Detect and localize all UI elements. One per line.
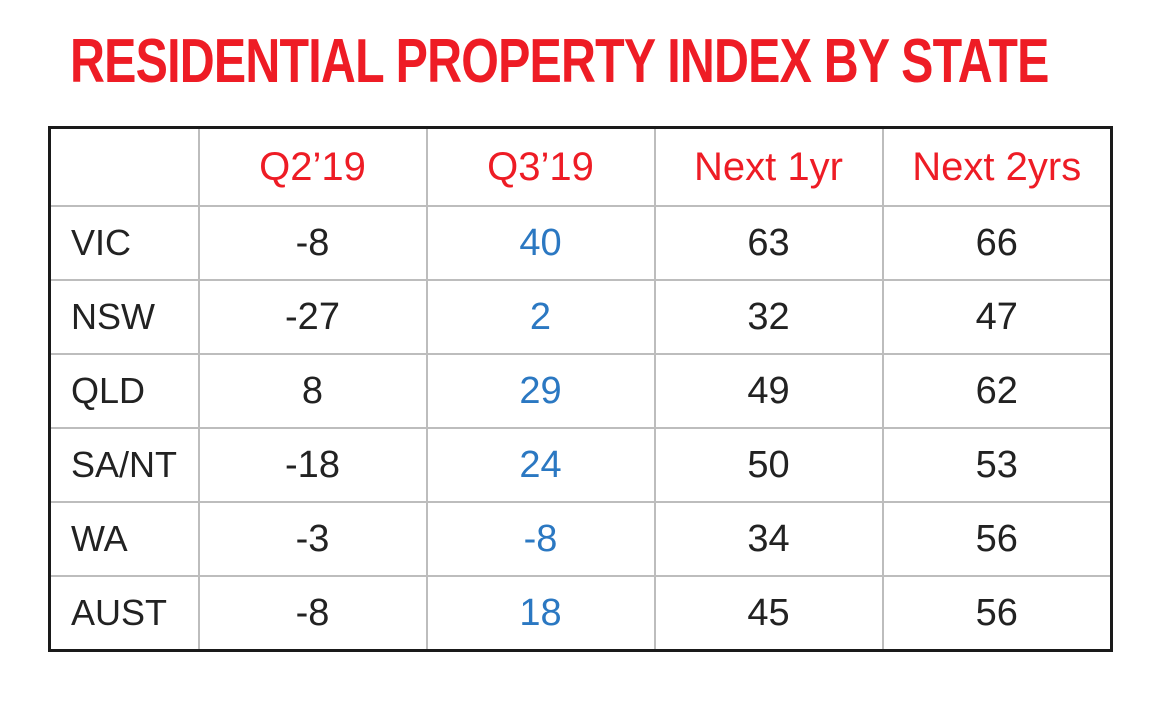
- state-cell: AUST: [48, 575, 200, 652]
- state-cell: NSW: [48, 279, 200, 355]
- next-1yr-cell: 63: [653, 205, 884, 281]
- q3-19-cell: 24: [425, 427, 656, 503]
- table-row: WA -3 -8 34 56: [48, 501, 1113, 577]
- state-cell: VIC: [48, 205, 200, 281]
- q2-19-cell: -8: [197, 575, 428, 652]
- next-2yrs-cell: 56: [881, 575, 1113, 652]
- next-1yr-cell: 50: [653, 427, 884, 503]
- table-row: QLD 8 29 49 62: [48, 353, 1113, 429]
- q3-19-cell: 2: [425, 279, 656, 355]
- q3-19-cell: 29: [425, 353, 656, 429]
- next-2yrs-cell: 53: [881, 427, 1113, 503]
- next-1yr-cell: 32: [653, 279, 884, 355]
- next-1yr-cell: 45: [653, 575, 884, 652]
- header-cell-state: [48, 126, 200, 207]
- table-row: NSW -27 2 32 47: [48, 279, 1113, 355]
- table-row: SA/NT -18 24 50 53: [48, 427, 1113, 503]
- header-cell-q3-19: Q3’19: [425, 126, 656, 207]
- table-row: VIC -8 40 63 66: [48, 205, 1113, 281]
- table-row: AUST -8 18 45 56: [48, 575, 1113, 652]
- state-cell: WA: [48, 501, 200, 577]
- q2-19-cell: -27: [197, 279, 428, 355]
- q2-19-cell: -18: [197, 427, 428, 503]
- q3-19-cell: 18: [425, 575, 656, 652]
- q2-19-cell: -8: [197, 205, 428, 281]
- next-2yrs-cell: 56: [881, 501, 1113, 577]
- next-1yr-cell: 49: [653, 353, 884, 429]
- q2-19-cell: -3: [197, 501, 428, 577]
- next-2yrs-cell: 62: [881, 353, 1113, 429]
- next-2yrs-cell: 66: [881, 205, 1113, 281]
- next-1yr-cell: 34: [653, 501, 884, 577]
- property-index-table: Q2’19 Q3’19 Next 1yr Next 2yrs VIC -8 40…: [48, 126, 1113, 652]
- q3-19-cell: 40: [425, 205, 656, 281]
- next-2yrs-cell: 47: [881, 279, 1113, 355]
- header-cell-next-2yrs: Next 2yrs: [881, 126, 1113, 207]
- header-row: Q2’19 Q3’19 Next 1yr Next 2yrs: [48, 126, 1113, 207]
- q3-19-cell: -8: [425, 501, 656, 577]
- header-cell-q2-19: Q2’19: [197, 126, 428, 207]
- header-cell-next-1yr: Next 1yr: [653, 126, 884, 207]
- chart-title: RESIDENTIAL PROPERTY INDEX BY STATE: [70, 27, 1049, 96]
- q2-19-cell: 8: [197, 353, 428, 429]
- state-cell: SA/NT: [48, 427, 200, 503]
- state-cell: QLD: [48, 353, 200, 429]
